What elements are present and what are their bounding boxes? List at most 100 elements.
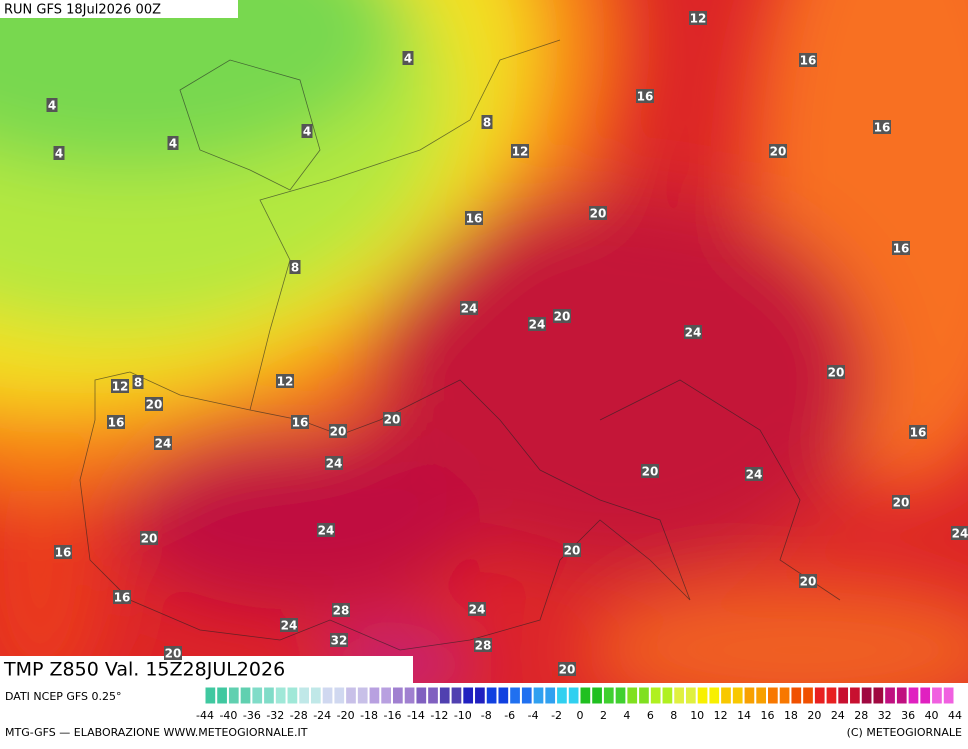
- colorbar-label: 2: [600, 709, 607, 722]
- contour-label-box: [289, 260, 301, 274]
- colorbar-swatch: [626, 686, 639, 705]
- contour-label: 4: [55, 147, 63, 161]
- contour-label: 16: [910, 426, 927, 440]
- contour-label-box: [636, 89, 654, 103]
- colorbar-swatch: [849, 686, 861, 705]
- colorbar-swatch: [345, 686, 357, 705]
- contour-label: 24: [952, 527, 968, 541]
- colorbar-swatch: [216, 686, 228, 705]
- colorbar-swatch: [356, 686, 369, 705]
- colorbar-swatch: [427, 686, 439, 705]
- contour-label: 24: [746, 468, 763, 482]
- colorbar-label: 4: [623, 709, 630, 722]
- colorbar-swatch: [380, 686, 392, 705]
- colorbar-swatch: [403, 686, 416, 705]
- colorbar-label: 40: [925, 709, 939, 722]
- contour-label: 20: [559, 663, 576, 677]
- colorbar-swatch: [415, 686, 428, 705]
- colorbar-swatch: [251, 686, 264, 705]
- colorbar-swatch: [649, 686, 662, 705]
- colorbar-swatch: [392, 686, 404, 705]
- colorbar-swatch: [895, 686, 908, 705]
- colorbar-label: -28: [290, 709, 308, 722]
- colorbar-swatch: [837, 686, 850, 705]
- contour-label: 20: [564, 544, 581, 558]
- colorbar-swatch: [778, 686, 791, 705]
- colorbar-label: -20: [337, 709, 355, 722]
- contour-label-box: [827, 365, 845, 379]
- colorbar-label: 8: [670, 709, 677, 722]
- contour-label-box: [402, 51, 414, 65]
- colorbar-label: -12: [430, 709, 448, 722]
- colorbar-label: 18: [784, 709, 798, 722]
- map-title: TMP Z850 Val. 15Z28JUL2026: [3, 659, 285, 681]
- contour-label-box: [553, 309, 571, 323]
- contour-label: 20: [141, 532, 158, 546]
- run-text: RUN GFS 18Jul2026 00Z: [4, 3, 161, 18]
- colorbar-label: -4: [528, 709, 539, 722]
- source: DATI NCEP GFS 0.25°: [5, 690, 122, 703]
- contour-label-box: [111, 379, 129, 393]
- contour-label-box: [132, 375, 144, 389]
- contour-label-box: [951, 526, 968, 540]
- contour-label: 16: [637, 90, 654, 104]
- contour-label-box: [325, 456, 343, 470]
- contour-label-box: [46, 98, 58, 112]
- colorbar-label: -18: [360, 709, 378, 722]
- contour-label-box: [53, 146, 65, 160]
- colorbar-label: 14: [737, 709, 751, 722]
- colorbar-swatch: [474, 686, 486, 705]
- contour-label-box: [689, 11, 707, 25]
- coastlines: [79, 39, 841, 651]
- contour-label: 20: [893, 496, 910, 510]
- colorbar-swatch: [204, 686, 217, 705]
- colorbar-label: 28: [854, 709, 868, 722]
- contour-label: 16: [55, 546, 72, 560]
- contour-label-box: [164, 646, 182, 660]
- colorbar-label: -6: [504, 709, 515, 722]
- colorbar-swatch: [907, 686, 920, 705]
- colorbar-swatch: [485, 686, 498, 705]
- run-box: [0, 0, 238, 18]
- contour-label: 8: [134, 376, 142, 390]
- contour-label: 20: [828, 366, 845, 380]
- contour-label: 20: [800, 575, 817, 589]
- colorbar-swatch: [931, 686, 943, 705]
- contour-label-box: [145, 397, 163, 411]
- contour-label: 24: [318, 524, 335, 538]
- contour-label: 4: [169, 137, 177, 151]
- colorbar-swatch: [286, 686, 299, 705]
- contour-label-box: [892, 241, 910, 255]
- colorbar-swatch: [462, 686, 475, 705]
- contour-label-box: [383, 412, 401, 426]
- contour-label: 16: [292, 416, 309, 430]
- colorbar-swatch: [813, 686, 826, 705]
- colorbar-swatch: [567, 686, 580, 705]
- colorbar-swatch: [872, 686, 885, 705]
- contour-label-box: [54, 545, 72, 559]
- colorbar-swatch: [720, 686, 732, 705]
- contour-label: 12: [277, 375, 294, 389]
- contour-label: 20: [330, 425, 347, 439]
- contour-label: 24: [281, 619, 298, 633]
- contour-label-box: [892, 495, 910, 509]
- contour-label-box: [329, 424, 347, 438]
- contour-label: 4: [48, 99, 56, 113]
- colorbar-label: -32: [266, 709, 284, 722]
- colorbar-swatch: [860, 686, 873, 705]
- contour-label-box: [460, 301, 478, 315]
- colorbar-swatch: [673, 686, 685, 705]
- contour-label-box: [140, 531, 158, 545]
- colorbar-label: 0: [577, 709, 584, 722]
- colorbar-swatch: [790, 686, 803, 705]
- contour-label: 20: [554, 310, 571, 324]
- contour-label: 24: [685, 326, 702, 340]
- colorbar-label: -2: [551, 709, 562, 722]
- contour-label-box: [799, 53, 817, 67]
- colorbar-swatch: [509, 686, 521, 705]
- colorbar-swatch: [684, 686, 697, 705]
- colorbar-swatch: [579, 686, 592, 705]
- colorbar-swatch: [520, 686, 533, 705]
- contour-label-box: [468, 602, 486, 616]
